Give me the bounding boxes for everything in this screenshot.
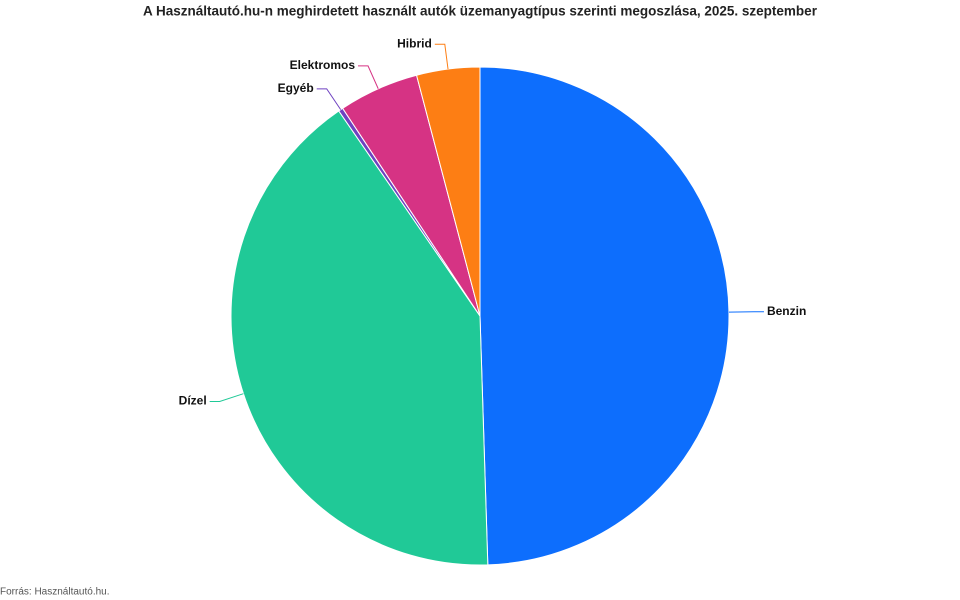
leader-line [209,393,244,402]
slice-label: Dízel [179,394,207,408]
pie-slice [415,66,481,317]
slice-label: Egyéb [278,81,314,95]
slice-label: Hibrid [397,36,432,50]
source-note: Forrás: Használtautó.hu. [0,587,110,598]
leader-line [316,88,342,110]
slice-label: Benzin [767,304,806,318]
leader-line [434,43,449,70]
slice-label: Elektromos [290,58,356,72]
chart-title: A Használtautó.hu-n meghirdetett használ… [143,4,818,19]
pie-slice [479,66,730,566]
pie-slice [230,110,489,566]
leader-line [358,65,379,89]
